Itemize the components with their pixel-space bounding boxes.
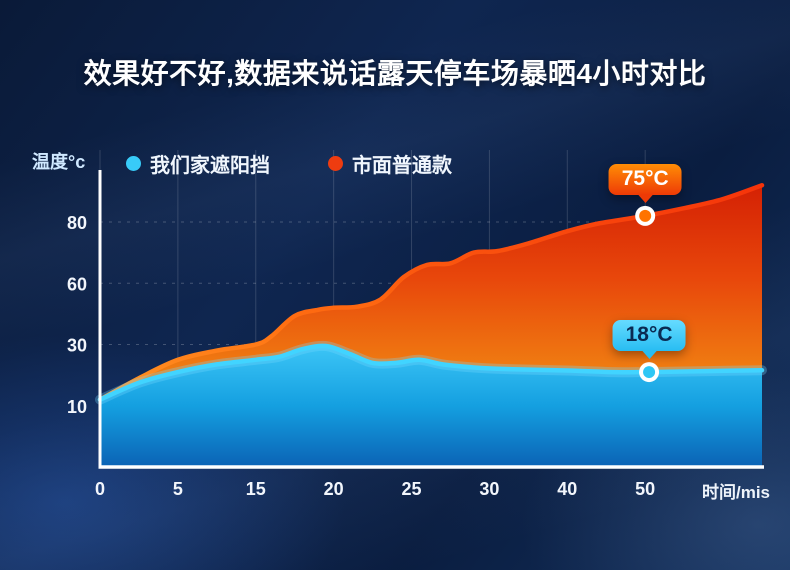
legend-dot-market-icon <box>328 156 343 171</box>
legend-dot-ours-icon <box>126 156 141 171</box>
legend-label-ours: 我们家遮阳挡 <box>150 155 270 177</box>
callout-ours-temp: 18°C <box>612 320 686 352</box>
legend-label-market: 市面普通款 <box>352 155 452 177</box>
x-tick-label: 25 <box>402 479 422 499</box>
marker-dot-ours-temp <box>643 366 656 379</box>
legend: 我们家遮阳挡 市面普通款 <box>126 149 452 178</box>
x-tick-label: 0 <box>95 479 105 499</box>
y-tick-label: 30 <box>67 336 87 356</box>
y-tick-label: 80 <box>67 213 87 233</box>
line-market <box>97 183 765 402</box>
line-ours <box>97 343 765 402</box>
x-tick-label: 15 <box>246 479 266 499</box>
callout-ours-temp-text: 18°C <box>625 323 673 347</box>
x-tick-label: 20 <box>324 479 344 499</box>
marker-dot-market-peak <box>639 209 652 222</box>
x-tick-label: 50 <box>635 479 655 499</box>
x-tick-label: 30 <box>479 479 499 499</box>
legend-item-ours: 我们家遮阳挡 <box>126 149 270 178</box>
area-ours <box>100 345 762 467</box>
page-title: 效果好不好,数据来说话露天停车场暴晒4小时对比 <box>83 58 707 89</box>
callout-market-temp: 75°C <box>608 163 682 195</box>
callout-market-temp-text: 75°C <box>621 166 669 190</box>
y-axis-label: 温度°c <box>32 152 86 172</box>
y-tick-label: 10 <box>67 397 87 417</box>
x-tick-label: 40 <box>557 479 577 499</box>
y-tick-label: 60 <box>67 274 87 294</box>
legend-item-market: 市面普通款 <box>328 149 452 178</box>
x-axis-label: 时间/mis <box>702 483 771 502</box>
x-tick-label: 5 <box>173 479 183 499</box>
